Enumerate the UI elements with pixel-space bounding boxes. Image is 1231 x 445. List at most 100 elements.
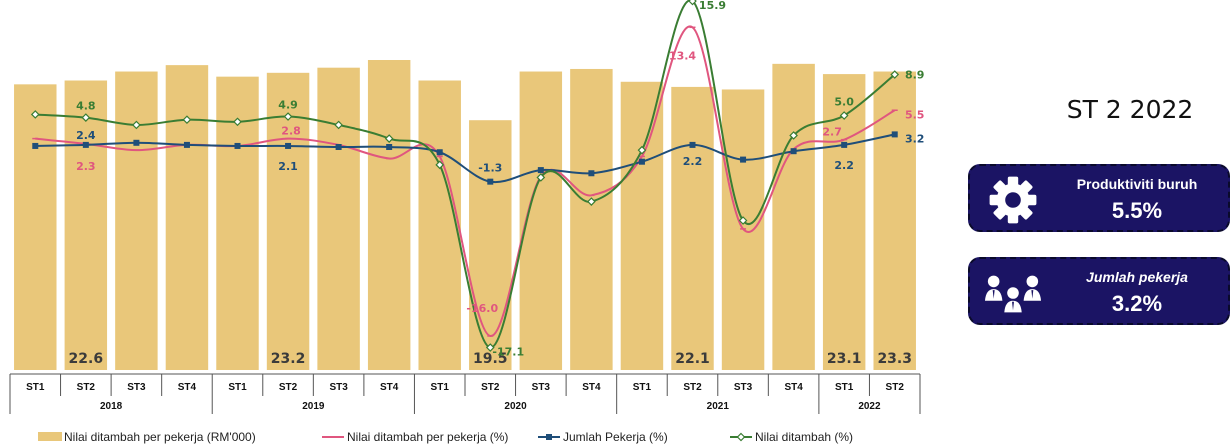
employment-label: Jumlah pekerja: [1086, 269, 1188, 285]
legend-label: Nilai ditambah per pekerja (%): [347, 430, 508, 444]
data-point: [334, 120, 343, 130]
bar: [317, 67, 360, 371]
employment-value: 3.2%: [1111, 291, 1163, 316]
year-label: 2020: [504, 401, 527, 412]
bar: [570, 68, 613, 370]
data-point: [30, 110, 40, 119]
line-data-label: 13.4: [669, 49, 696, 62]
bar: [620, 81, 664, 371]
bar-data-label: 22.1: [675, 351, 710, 367]
data-point: [233, 117, 242, 127]
x-tick-label: ST1: [26, 382, 45, 393]
bar: [873, 71, 916, 370]
data-point: [384, 134, 394, 143]
bar: [14, 84, 57, 371]
x-tick-label: ST3: [532, 382, 551, 393]
series-line: [35, 0, 896, 349]
year-label: 2021: [707, 401, 730, 412]
line-data-label: 2.2: [834, 159, 854, 172]
x-tick-label: ST2: [279, 382, 298, 393]
line-data-label: 5.5: [905, 108, 925, 121]
x-tick-label: ST4: [582, 382, 601, 393]
x-tick-label: ST2: [77, 382, 96, 393]
bar: [115, 71, 158, 370]
data-point: [790, 148, 797, 155]
x-tick-label: ST3: [127, 382, 146, 393]
series-line: [35, 133, 895, 184]
line-data-label: 5.0: [834, 96, 854, 109]
data-point: [234, 142, 241, 149]
line-data-label: 2.3: [76, 160, 96, 173]
x-tick-label: ST4: [784, 382, 803, 393]
x-tick-label: ST1: [431, 382, 450, 393]
x-tick-label: ST4: [380, 382, 399, 393]
line-data-label: 2.4: [76, 129, 96, 142]
data-point: [133, 139, 140, 146]
line-data-label: 4.8: [76, 100, 96, 113]
productivity-value: 5.5%: [1111, 198, 1163, 223]
bar: [822, 74, 866, 370]
data-point: [536, 173, 546, 182]
year-label: 2018: [100, 401, 123, 412]
data-point: [182, 115, 192, 125]
chart: 22.6 23.2 19.5 22.1 23.1 23.3 2.3 2.8 -16.0 13.4 2…: [9, 0, 925, 444]
line-data-label: -1.3: [478, 162, 502, 175]
bar: [671, 86, 714, 371]
year-label: 2022: [858, 401, 881, 412]
data-point: [789, 131, 798, 140]
data-point: [740, 156, 747, 163]
bar-data-label: 19.5: [473, 351, 508, 367]
x-tick-label: ST3: [734, 382, 753, 393]
data-point: [841, 141, 848, 148]
data-point: [335, 144, 342, 150]
data-point: [435, 160, 445, 170]
gear-icon: [989, 176, 1037, 224]
data-point: [132, 120, 141, 130]
data-point: [738, 216, 748, 225]
bar: [165, 65, 209, 371]
x-tick-label: ST3: [329, 382, 348, 393]
data-point: [638, 158, 645, 165]
legend-marker: [736, 432, 746, 442]
line-data-label: -16.0: [466, 302, 498, 315]
data-point: [839, 111, 849, 120]
year-label: 2019: [302, 401, 325, 412]
line-data-label: 2.7: [822, 126, 842, 139]
data-point: [436, 149, 443, 156]
x-tick-label: ST2: [481, 382, 500, 393]
data-point: [891, 131, 898, 138]
line-data-label: 2.2: [683, 155, 703, 168]
data-point: [537, 167, 544, 174]
line-data-label: -17.1: [492, 346, 524, 359]
line-data-label: 8.9: [905, 69, 925, 82]
productivity-card: Produktiviti buruh 5.5%: [968, 164, 1230, 232]
data-point: [285, 142, 292, 149]
data-point: [386, 144, 393, 150]
employment-card: Jumlah pekerja 3.2%: [968, 257, 1230, 325]
data-point: [688, 0, 697, 6]
legend-label: Nilai ditambah (%): [755, 430, 853, 444]
data-point: [32, 142, 39, 149]
x-tick-label: ST2: [886, 382, 905, 393]
data-point: [183, 141, 190, 148]
data-point: [637, 145, 647, 155]
legend-label: Nilai ditambah per pekerja (RM'000): [64, 430, 256, 444]
legend-swatch: [38, 432, 62, 441]
series-line: [35, 25, 896, 337]
line-data-label: 3.2: [905, 132, 925, 145]
data-point: [81, 113, 91, 122]
x-tick-label: ST4: [178, 382, 197, 393]
legend-marker: [546, 434, 552, 440]
data-point: [587, 197, 596, 206]
bar: [469, 120, 512, 371]
line-data-label: 2.8: [281, 125, 301, 138]
x-tick-label: ST1: [633, 382, 652, 393]
data-point: [283, 112, 293, 121]
bar-data-label: 22.6: [69, 351, 104, 367]
workers-icon: [984, 275, 1042, 313]
legend-label: Jumlah Pekerja (%): [563, 430, 668, 444]
data-point: [689, 141, 696, 148]
x-tick-label: ST1: [228, 382, 247, 393]
quarter-title: ST 2 2022: [1066, 95, 1194, 124]
data-point: [890, 70, 900, 79]
